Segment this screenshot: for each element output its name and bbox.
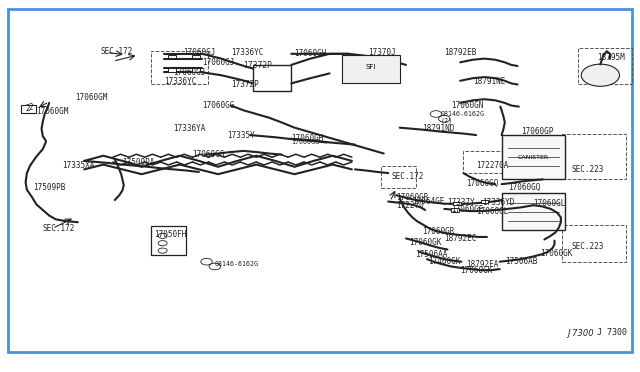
Text: 17060GR: 17060GR	[422, 227, 454, 235]
Circle shape	[581, 64, 620, 86]
Text: 17509PA: 17509PA	[122, 157, 155, 167]
Text: 17060GM: 17060GM	[75, 93, 107, 102]
Text: (2): (2)	[441, 117, 453, 124]
Text: 17060GG: 17060GG	[291, 140, 319, 145]
Text: SEC.223: SEC.223	[572, 165, 604, 174]
Text: 17060GQ: 17060GQ	[508, 183, 540, 192]
Circle shape	[158, 241, 167, 246]
Text: 172270A: 172270A	[476, 161, 509, 170]
Text: 17336YC: 17336YC	[231, 48, 263, 57]
Text: 08146-6162G: 08146-6162G	[215, 261, 259, 267]
Circle shape	[158, 248, 167, 253]
Text: SFI: SFI	[366, 64, 376, 70]
Bar	[562, 134, 626, 179]
Text: 172270: 172270	[396, 201, 424, 210]
Bar	[502, 193, 565, 230]
Bar	[453, 202, 461, 205]
Bar	[502, 135, 565, 179]
Text: 17060GH: 17060GH	[291, 134, 324, 143]
Text: 18792EB: 18792EB	[444, 48, 477, 57]
Text: 17060GG: 17060GG	[193, 150, 225, 159]
Text: 17060GJ: 17060GJ	[202, 58, 234, 67]
Text: 17370J: 17370J	[368, 48, 396, 57]
Bar	[451, 208, 459, 212]
Text: SEC.172: SEC.172	[392, 172, 424, 181]
Text: 17060GL: 17060GL	[476, 206, 509, 216]
Text: 17060GK: 17060GK	[409, 238, 442, 247]
Text: 17372P: 17372P	[231, 80, 259, 89]
Text: 17060GE: 17060GE	[451, 205, 483, 215]
Text: 18792EC: 18792EC	[444, 234, 477, 243]
Text: J 7300: J 7300	[597, 328, 627, 337]
Bar	[168, 68, 176, 72]
Text: 17060GM: 17060GM	[36, 107, 69, 116]
Polygon shape	[342, 55, 399, 83]
Text: 17050FH: 17050FH	[154, 230, 187, 239]
Text: 17372P: 17372P	[244, 61, 272, 70]
Bar	[381, 166, 415, 188]
Text: 17060GJ: 17060GJ	[183, 48, 216, 57]
Text: 17060GR: 17060GR	[396, 193, 429, 202]
Text: 17060GJ: 17060GJ	[173, 68, 206, 77]
Text: 17060GH: 17060GH	[294, 49, 327, 58]
Text: 17509PB: 17509PB	[33, 183, 66, 192]
Text: 17060GK: 17060GK	[460, 266, 493, 275]
Text: J 7300: J 7300	[568, 329, 594, 338]
Text: 17060GP: 17060GP	[521, 127, 553, 136]
Bar	[481, 200, 488, 203]
Bar	[20, 105, 36, 113]
Circle shape	[158, 233, 167, 238]
Bar	[562, 225, 626, 262]
Text: 17335Y: 17335Y	[228, 131, 255, 140]
Text: SEC.172: SEC.172	[43, 224, 75, 233]
Text: 17060GQ: 17060GQ	[467, 179, 499, 187]
Text: 17335XA: 17335XA	[62, 161, 94, 170]
Text: CANISTER: CANISTER	[518, 155, 549, 160]
Text: 08146-6162G: 08146-6162G	[441, 111, 485, 117]
Bar	[168, 55, 176, 58]
Text: 17506AA: 17506AA	[415, 250, 448, 259]
Text: 17060GG: 17060GG	[202, 101, 234, 110]
Bar	[151, 51, 209, 84]
Text: 2: 2	[28, 103, 33, 112]
Bar	[463, 151, 515, 173]
Text: SEC.172: SEC.172	[100, 47, 132, 56]
Bar	[192, 68, 200, 72]
Text: 17064GE: 17064GE	[412, 197, 445, 206]
Bar	[192, 55, 200, 58]
Text: 17336YC: 17336YC	[164, 77, 196, 86]
Text: 17337Y: 17337Y	[447, 198, 475, 207]
Text: 2: 2	[26, 104, 31, 113]
Text: 18792EA: 18792EA	[467, 260, 499, 269]
Text: 17060GL: 17060GL	[534, 199, 566, 208]
Text: 17336YD: 17336YD	[483, 198, 515, 207]
Text: 17460GK: 17460GK	[428, 257, 461, 266]
Text: 18791ND: 18791ND	[422, 124, 454, 133]
Text: 17060GK: 17060GK	[540, 249, 572, 258]
Text: 17506AB: 17506AB	[505, 257, 537, 266]
Bar	[578, 48, 632, 84]
Text: 18795M: 18795M	[597, 53, 625, 62]
Text: 17336YA: 17336YA	[173, 124, 206, 133]
Text: SEC.223: SEC.223	[572, 243, 604, 251]
Text: 17060GN: 17060GN	[451, 101, 483, 110]
Text: 18791NE: 18791NE	[473, 77, 506, 86]
